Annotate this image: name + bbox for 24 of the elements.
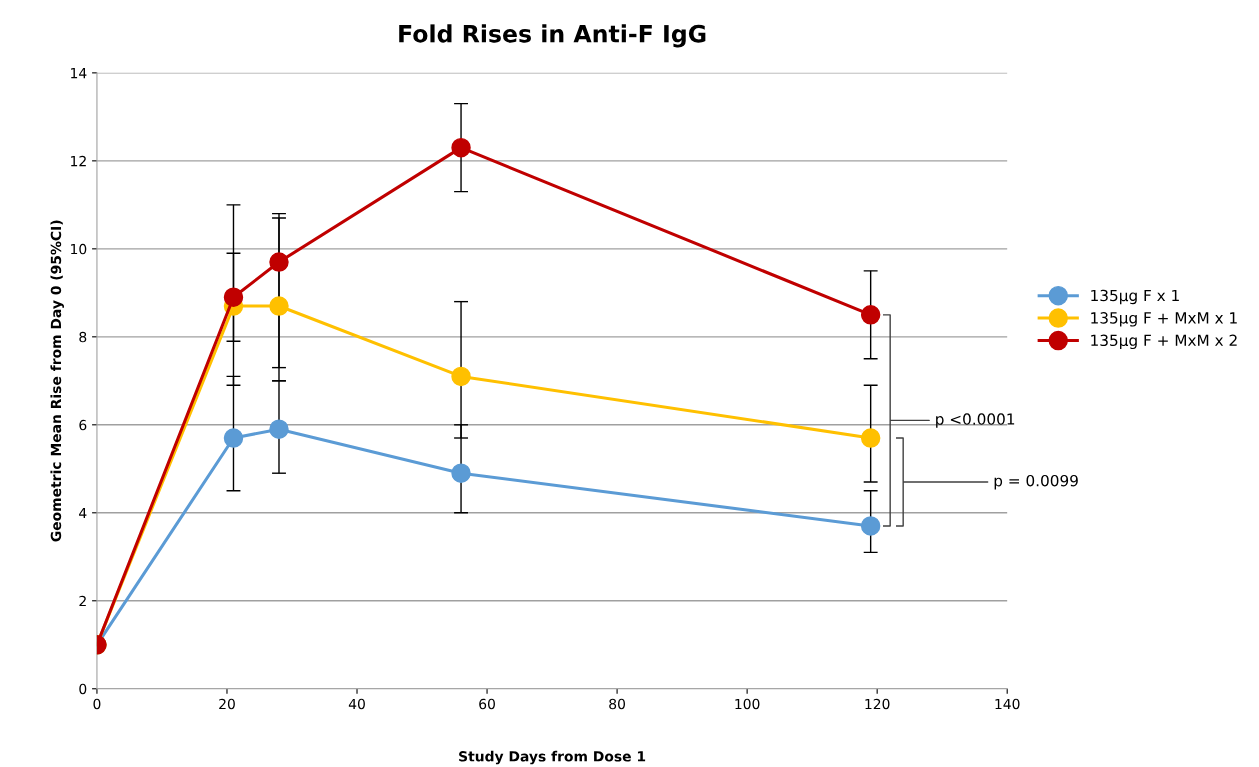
chart-title: Fold Rises in Anti-F IgG: [399, 24, 706, 48]
x-tick-label: 100: [735, 698, 760, 710]
y-tick-label: 8: [79, 331, 87, 343]
y-tick-label: 2: [79, 595, 86, 607]
legend-label: 135µg F + MxM x 1: [1091, 312, 1237, 327]
x-tick-label: 20: [219, 698, 235, 710]
y-tick-label: 4: [79, 507, 87, 519]
x-tick-label: 120: [865, 698, 890, 710]
y-tick-label: 12: [71, 155, 86, 167]
y-axis-title: Geometric Mean Rise from Day 0 (95%CI): [50, 220, 64, 542]
x-tick-label: 40: [348, 698, 365, 710]
x-tick-label: 0: [93, 698, 101, 710]
x-axis-title: Study Days from Dose 1: [459, 750, 646, 765]
x-tick-label: 60: [479, 698, 495, 710]
legend-label: 135µg F + MxM x 2: [1091, 334, 1237, 350]
x-tick-label: 80: [609, 698, 625, 710]
annotation: p <0.0001: [936, 413, 1015, 428]
y-tick-label: 0: [79, 683, 87, 695]
y-tick-label: 6: [79, 419, 87, 431]
x-tick-label: 140: [995, 698, 1020, 710]
annotation: p = 0.0099: [994, 474, 1078, 490]
y-tick-label: 10: [71, 243, 87, 255]
legend-label: 135µg F x 1: [1091, 289, 1179, 305]
y-tick-label: 14: [71, 68, 87, 79]
